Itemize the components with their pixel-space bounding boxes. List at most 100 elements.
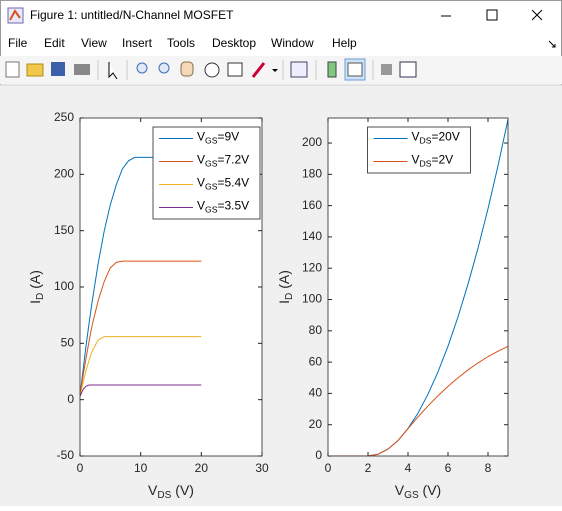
legend-label-part: GS xyxy=(205,182,218,192)
save-icon[interactable] xyxy=(51,62,65,76)
legend-label-part: V xyxy=(197,153,205,167)
menu-item[interactable]: View xyxy=(81,36,107,50)
toolbar-icons xyxy=(5,58,417,81)
legend-label: VDS=2V xyxy=(412,153,454,169)
y-tick-label: 0 xyxy=(315,448,322,462)
legend-label-part: =9V xyxy=(217,130,239,144)
datacursor-icon[interactable] xyxy=(227,62,243,77)
close-button[interactable] xyxy=(531,9,543,21)
brush-dropdown[interactable] xyxy=(272,69,278,72)
y-axis-label-part: I xyxy=(276,300,292,304)
menu-bar: File Edit View Insert Tools Desktop Window Help xyxy=(8,36,357,50)
legend-label-part: GS xyxy=(205,159,218,169)
toolbar xyxy=(0,56,562,84)
y-tick-label: -50 xyxy=(57,448,75,462)
y-tick-label: 200 xyxy=(54,167,74,181)
y-tick-label: 250 xyxy=(54,110,74,124)
window-title: Figure 1: untitled/N-Channel MOSFET xyxy=(30,8,234,22)
x-tick-label: 20 xyxy=(195,461,209,475)
y-tick-label: 40 xyxy=(309,386,323,400)
new-icon[interactable] xyxy=(5,61,20,78)
open-icon[interactable] xyxy=(26,63,44,77)
print-icon[interactable] xyxy=(74,64,90,75)
x-tick-label: 30 xyxy=(255,461,269,475)
legend-label-part: DS xyxy=(420,136,432,146)
series-line xyxy=(80,384,202,397)
legend-label-part: V xyxy=(197,199,205,213)
legend-box xyxy=(152,126,261,220)
zoom-out-icon[interactable] xyxy=(158,62,170,74)
legend-label-part: =3.5V xyxy=(217,199,249,213)
series-line xyxy=(80,260,202,397)
link-icon[interactable] xyxy=(290,61,308,78)
y-tick-label: 50 xyxy=(61,336,75,350)
x-tick-label: 0 xyxy=(325,461,332,475)
y-axis-label: ID (A) xyxy=(27,270,46,304)
y-tick-label: 140 xyxy=(302,229,322,243)
legend-label-part: V xyxy=(412,130,420,144)
y-tick-label: 100 xyxy=(54,279,74,293)
x-tick-label: 8 xyxy=(485,461,492,475)
legend-label-part: =2V xyxy=(432,153,454,167)
legend-label: VGS=5.4V xyxy=(197,176,249,192)
legend-icon[interactable] xyxy=(347,62,363,77)
plot-area xyxy=(328,118,508,456)
menu-item[interactable]: Desktop xyxy=(212,36,256,50)
legend-label-part: GS xyxy=(205,205,218,215)
y-axis-label: ID (A) xyxy=(276,270,295,304)
hide-tools-icon[interactable] xyxy=(381,64,392,75)
legend-label-part: V xyxy=(412,153,420,167)
legend-label: VDS=20V xyxy=(412,130,460,146)
y-tick-label: 150 xyxy=(54,223,74,237)
zoom-in-icon[interactable] xyxy=(136,62,148,74)
x-tick-label: 4 xyxy=(405,461,412,475)
legend-label: VGS=9V xyxy=(197,130,239,146)
y-tick-label: 80 xyxy=(309,323,323,337)
legend-label-part: V xyxy=(197,176,205,190)
legend-label: VGS=7.2V xyxy=(197,153,249,169)
legend-box xyxy=(367,126,471,174)
x-axis-label: VDS (V) xyxy=(148,482,194,501)
menu-item[interactable]: Insert xyxy=(122,36,153,50)
x-axis-label: VGS (V) xyxy=(395,482,441,501)
maximize-button[interactable] xyxy=(486,9,498,21)
y-tick-label: 200 xyxy=(302,135,322,149)
axes-box xyxy=(79,117,263,457)
menu-item[interactable]: Tools xyxy=(167,36,195,50)
menu-item[interactable]: File xyxy=(8,36,28,50)
colorbar-icon[interactable] xyxy=(327,61,337,78)
legend-label-part: DS xyxy=(420,159,432,169)
x-axis-label-part: DS xyxy=(157,490,171,501)
x-axis-label-part: (V) xyxy=(171,482,194,498)
x-tick-label: 6 xyxy=(445,461,452,475)
menu-item[interactable]: Help xyxy=(332,36,357,50)
brush-icon[interactable] xyxy=(251,62,266,78)
x-tick-label: 2 xyxy=(365,461,372,475)
y-axis-label-part: (A) xyxy=(276,270,292,293)
y-tick-label: 60 xyxy=(309,354,323,368)
menu-item[interactable]: Window xyxy=(271,36,314,50)
legend-label-part: =20V xyxy=(432,130,460,144)
rotate-icon[interactable] xyxy=(204,62,220,78)
y-tick-label: 120 xyxy=(302,260,322,274)
menu-item[interactable]: Edit xyxy=(44,36,65,50)
series-line xyxy=(328,119,508,456)
dock-arrow[interactable] xyxy=(548,40,556,48)
app-icon xyxy=(7,7,24,24)
legend-label-part: =5.4V xyxy=(217,176,249,190)
x-axis-label-part: V xyxy=(148,482,158,498)
y-axis-label-part: D xyxy=(284,293,295,300)
legend-label-part: GS xyxy=(205,136,218,146)
legend-label-part: =7.2V xyxy=(217,153,249,167)
pan-icon[interactable] xyxy=(180,61,194,77)
show-tools-icon[interactable] xyxy=(399,61,417,78)
y-tick-label: 100 xyxy=(302,292,322,306)
pointer-icon[interactable] xyxy=(108,62,118,80)
y-axis-label-part: (A) xyxy=(27,270,43,293)
y-axis-label-part: D xyxy=(35,293,46,300)
